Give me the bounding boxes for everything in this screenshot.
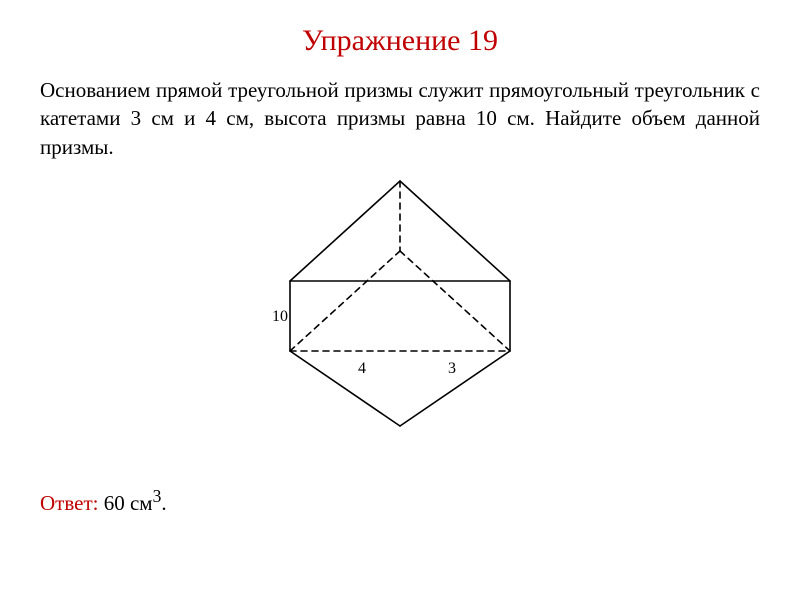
answer-label: Ответ: [40,491,98,515]
svg-text:3: 3 [448,360,456,377]
page: Упражнение 19 Основанием прямой треуголь… [0,0,800,600]
prism-diagram: 10 4 3 [250,171,550,456]
figure-container: 10 4 3 [40,171,760,456]
answer-value: 60 см3. [104,491,167,515]
answer-suffix: . [161,491,166,515]
prism-svg: 10 4 3 [250,171,550,451]
svg-text:4: 4 [358,360,366,377]
svg-text:10: 10 [272,308,288,325]
exercise-title: Упражнение 19 [40,24,760,58]
problem-statement: Основанием прямой треугольной призмы слу… [40,76,760,161]
answer-line: Ответ: 60 см3. [40,486,760,516]
answer-number: 60 см [104,491,153,515]
